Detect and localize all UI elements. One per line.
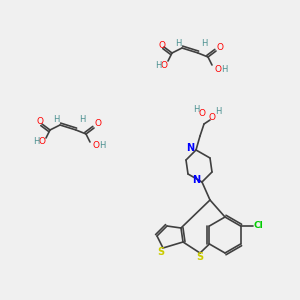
Text: H: H [221,64,227,74]
Text: H: H [201,38,207,47]
Text: S: S [158,247,165,257]
Text: S: S [196,252,204,262]
Text: O: O [158,40,166,50]
Text: H: H [33,137,39,146]
Text: H: H [99,142,105,151]
Text: N: N [192,175,200,185]
Text: O: O [160,61,167,70]
Text: O: O [94,119,101,128]
Text: O: O [208,113,215,122]
Text: Cl: Cl [254,221,263,230]
Text: H: H [175,38,181,47]
Text: O: O [214,64,221,74]
Text: N: N [186,143,194,153]
Text: H: H [53,116,59,124]
Text: H: H [215,107,221,116]
Text: O: O [38,137,46,146]
Text: O: O [37,118,44,127]
Text: H: H [155,61,161,70]
Text: H: H [193,106,199,115]
Text: O: O [92,142,100,151]
Text: O: O [199,110,206,118]
Text: O: O [217,43,224,52]
Text: H: H [79,116,85,124]
